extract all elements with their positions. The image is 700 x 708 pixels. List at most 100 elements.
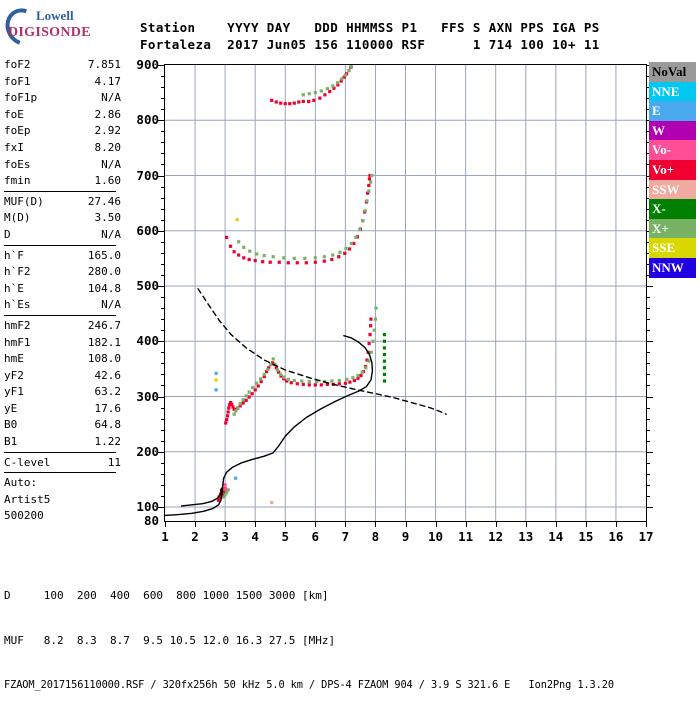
- y-tick-minor: [161, 363, 165, 365]
- legend-item-sse[interactable]: SSE: [649, 238, 696, 258]
- y-tick-minor: [161, 131, 165, 133]
- series-vo-o-trace-3rd-hop-: [270, 65, 353, 106]
- y-tick-minor: [161, 462, 165, 464]
- param-row: foF2 7.851: [4, 57, 124, 74]
- legend-item-e[interactable]: E: [649, 101, 696, 121]
- y-tick-major: [158, 65, 165, 66]
- series-sse-scatter: [214, 218, 239, 382]
- series-x-x-trace-3rd-hop-: [301, 65, 353, 97]
- ionogram-plot[interactable]: 80 100 200 300 400 500 600 700 800 900 1 2 3 4 5 6 7 8 9 10…: [136, 57, 653, 544]
- y-tick-minor-right: [646, 297, 650, 299]
- series-vo-o-trace-2nd-hop-: [225, 173, 372, 265]
- x-axis-label: 7: [341, 529, 350, 544]
- legend-item-x-[interactable]: X+: [649, 218, 696, 239]
- param-key: yF2: [4, 368, 24, 382]
- x-axis-label: 3: [221, 529, 229, 544]
- y-tick-minor-right: [646, 109, 650, 111]
- param-value: 4.17: [94, 74, 122, 88]
- x-axis-label: 1: [161, 529, 169, 544]
- y-tick-minor-right: [646, 131, 650, 133]
- x-axis-label: 4: [251, 529, 259, 544]
- y-tick-minor: [161, 252, 165, 254]
- param-note: Artist5: [4, 492, 51, 506]
- y-axis-label: 400: [136, 333, 159, 349]
- y-tick-minor: [161, 142, 165, 144]
- param-divider: [4, 472, 116, 474]
- param-value: 8.20: [94, 140, 122, 154]
- param-divider: [4, 451, 116, 453]
- param-value: 2.86: [94, 107, 122, 121]
- y-axis-label: 600: [136, 222, 159, 238]
- y-tick-major-right: [646, 286, 653, 287]
- y-tick-minor: [161, 76, 165, 78]
- param-key: h`E: [4, 281, 24, 295]
- param-key: foF2: [4, 58, 31, 71]
- y-tick-minor: [161, 164, 165, 166]
- param-row: yE 17.6: [4, 401, 124, 418]
- param-key: foF1p: [4, 91, 38, 105]
- legend-item-nnw[interactable]: NNW: [649, 257, 696, 278]
- x-tick: [285, 521, 287, 527]
- y-tick-minor: [161, 440, 165, 442]
- legend-item-nne[interactable]: NNE: [649, 81, 696, 102]
- y-tick-minor-right: [646, 308, 650, 310]
- legend-item-vo-[interactable]: Vo-: [649, 140, 696, 160]
- y-tick-minor: [161, 109, 165, 111]
- curve-muf-d-hyperbola-dashed-: [197, 288, 447, 415]
- y-axis-label: 200: [136, 443, 159, 459]
- y-tick-minor: [161, 374, 165, 376]
- x-axis-label: 17: [638, 529, 654, 544]
- legend-item-vo-[interactable]: Vo+: [649, 159, 696, 180]
- x-axis-label: 13: [518, 529, 534, 544]
- y-tick-minor-right: [646, 87, 650, 89]
- legend-item-w[interactable]: W: [649, 120, 696, 141]
- y-tick-major-right: [646, 507, 653, 508]
- param-row: yF1 63.2: [4, 384, 124, 401]
- param-key: D: [4, 227, 11, 241]
- param-key: yE: [4, 401, 18, 415]
- x-tick: [315, 521, 317, 527]
- param-row: hmE 108.0: [4, 351, 124, 368]
- curve-profile-lower-branch-solid-: [180, 487, 223, 507]
- param-value: 27.46: [87, 194, 121, 208]
- legend-item-noval[interactable]: NoVal: [649, 62, 696, 82]
- param-key: fxI: [4, 140, 24, 154]
- y-tick-minor: [161, 186, 165, 188]
- param-value: 64.8: [94, 418, 122, 432]
- param-key: fmin: [4, 174, 31, 188]
- param-value: N/A: [101, 91, 121, 105]
- param-row: MUF(D) 27.46: [4, 194, 124, 211]
- y-tick-minor-right: [646, 76, 650, 78]
- curve-electron-density-profile-solid-: [165, 335, 374, 517]
- x-tick: [585, 521, 587, 527]
- x-tick: [465, 521, 467, 527]
- legend-item-ssw[interactable]: SSW: [649, 179, 696, 200]
- param-row: hmF1 182.1: [4, 335, 124, 352]
- y-tick-minor: [161, 274, 165, 276]
- y-tick-minor: [161, 219, 165, 221]
- header-values-row: Fortaleza 2017 Jun05 156 110000 RSF 1 71…: [140, 37, 600, 52]
- param-key: foEp: [4, 124, 31, 138]
- param-value: 165.0: [87, 248, 121, 262]
- x-tick: [435, 521, 437, 527]
- y-tick-minor: [161, 484, 165, 486]
- y-tick-major-right: [646, 451, 653, 453]
- y-tick-minor: [161, 153, 165, 155]
- param-value: 2.92: [94, 124, 122, 138]
- param-value: 17.6: [94, 401, 122, 415]
- y-tick-minor-right: [646, 252, 650, 254]
- param-row: fxI 8.20: [4, 140, 124, 157]
- y-axis-label: 900: [136, 57, 159, 72]
- x-tick: [375, 521, 377, 527]
- param-value: 104.8: [87, 281, 121, 295]
- y-tick-minor-right: [646, 385, 650, 387]
- y-tick-minor: [161, 208, 165, 210]
- y-tick-major: [158, 507, 165, 508]
- x-axis-label: 14: [548, 529, 564, 544]
- param-row: B1 1.22: [4, 434, 124, 451]
- x-tick: [405, 521, 407, 527]
- param-row: C-level 11: [4, 455, 124, 472]
- y-axis-label: 300: [136, 388, 159, 404]
- legend-item-x-[interactable]: X-: [649, 199, 696, 219]
- station-header: Station YYYY DAY DDD HHMMSS P1 FFS S AXN…: [140, 19, 600, 53]
